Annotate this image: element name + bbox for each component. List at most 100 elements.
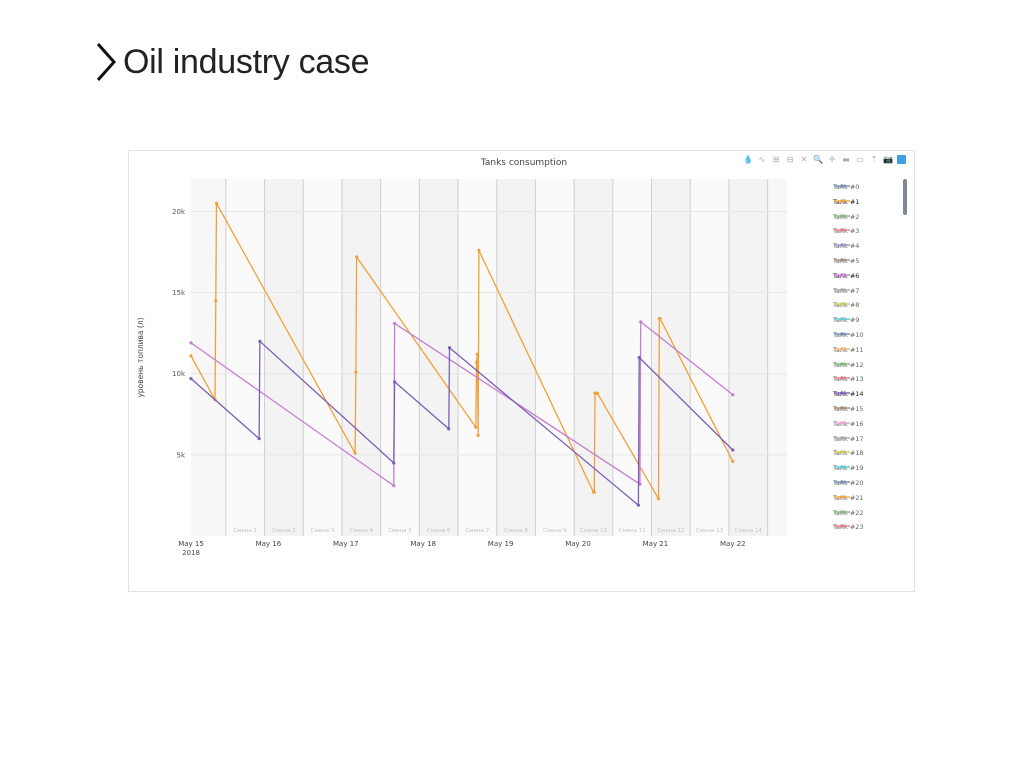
legend-item[interactable]: Tank #5 [833, 255, 859, 267]
data-point[interactable] [656, 497, 661, 501]
shift-band-label: Смена 10 [580, 528, 608, 534]
shift-band-label: Смена 6 [427, 528, 451, 534]
legend-swatch [834, 272, 850, 277]
legend-item[interactable]: Tank #10 [833, 329, 864, 341]
hover-compare-icon[interactable]: ⇡ [870, 155, 878, 164]
data-point[interactable] [447, 427, 451, 431]
shift-band-label: Смена 1 [233, 528, 257, 534]
legend-item[interactable]: Tank #12 [833, 359, 864, 371]
data-point[interactable] [447, 346, 452, 350]
droplet-icon[interactable]: 💧 [743, 155, 753, 164]
legend-item[interactable]: Tank #13 [833, 373, 864, 385]
data-point[interactable] [474, 425, 478, 429]
spike-lines-icon[interactable]: ▬ [842, 155, 850, 164]
legend-item[interactable]: Tank #1 [833, 196, 859, 208]
legend-item[interactable]: Tank #3 [833, 225, 859, 237]
data-point[interactable] [392, 321, 397, 326]
modebar: 💧 ∿ ⊞ ⊟ ✕ 🔍 ✛ ▬ ▭ ⇡ 📷 [743, 155, 906, 164]
legend-item[interactable]: Tank #22 [833, 507, 864, 519]
legend-item[interactable]: Tank #17 [833, 433, 864, 445]
data-point[interactable] [592, 490, 596, 494]
shift-band-label: Смена 14 [735, 528, 763, 534]
legend-item[interactable]: Tank #11 [833, 344, 864, 356]
data-point[interactable] [258, 339, 262, 343]
legend-label: Tank #12 [833, 360, 864, 369]
data-point[interactable] [392, 484, 396, 488]
x-tick-label: May 15 [178, 540, 204, 548]
x-tick-label: May 20 [565, 540, 591, 548]
legend-item[interactable]: Tank #7 [833, 285, 859, 297]
legend-swatch [834, 346, 850, 351]
data-point[interactable] [214, 299, 218, 303]
autoscale-icon[interactable]: ✕ [800, 155, 808, 164]
legend-label: Tank #5 [833, 257, 860, 265]
legend-swatch [834, 450, 850, 455]
legend-item[interactable]: Tank #0 [833, 181, 859, 193]
pan-icon[interactable]: ✛ [828, 155, 836, 164]
shift-band-label: Смена 8 [504, 528, 528, 534]
data-point[interactable] [189, 341, 193, 345]
legend-label: Tank #16 [833, 419, 864, 428]
legend-item[interactable]: Tank #4 [833, 240, 859, 252]
plotly-logo-icon[interactable] [897, 155, 906, 164]
data-point[interactable] [658, 316, 662, 321]
camera-icon[interactable]: 📷 [883, 155, 893, 164]
x-tick-label-year: 2018 [182, 549, 200, 557]
zoom-in-icon[interactable]: ⊞ [772, 155, 780, 164]
legend-label: Tank #22 [833, 508, 864, 517]
legend-item[interactable]: Tank #8 [833, 299, 859, 311]
data-point[interactable] [355, 255, 359, 259]
zoom-out-icon[interactable]: ⊟ [786, 155, 794, 164]
legend-swatch [834, 376, 850, 381]
shift-band [728, 179, 768, 536]
data-point[interactable] [639, 320, 643, 324]
legend-item[interactable]: Tank #15 [833, 403, 864, 415]
data-point[interactable] [353, 451, 357, 455]
data-point[interactable] [476, 433, 480, 437]
zoom-icon[interactable]: 🔍 [813, 155, 823, 164]
legend-item[interactable]: Tank #16 [833, 418, 864, 430]
data-point[interactable] [475, 360, 479, 364]
shift-band [574, 179, 613, 536]
legend-label: Tank #23 [833, 523, 864, 532]
legend-item[interactable]: Tank #18 [833, 447, 864, 459]
legend-label: Tank #7 [833, 286, 860, 295]
legend-swatch [834, 213, 850, 218]
data-point[interactable] [392, 461, 396, 465]
data-point[interactable] [731, 393, 735, 397]
data-point[interactable] [189, 354, 193, 358]
legend-item[interactable]: Tank #19 [833, 462, 864, 474]
legend-item[interactable]: Tank #9 [833, 314, 859, 326]
data-point[interactable] [475, 352, 479, 356]
legend-item[interactable]: Tank #21 [833, 492, 864, 504]
legend-item[interactable]: Tank #20 [833, 477, 864, 489]
x-tick-label: May 19 [488, 540, 514, 548]
data-point[interactable] [189, 376, 193, 381]
data-point[interactable] [636, 503, 640, 507]
chart-canvas[interactable]: Смена 1 Смена 2 Смена 3 Смена 4 Смена 5 Смена… [129, 151, 914, 591]
data-point[interactable] [731, 459, 735, 463]
legend-item[interactable]: Tank #14 [833, 388, 864, 400]
shift-band [303, 179, 342, 536]
legend-item[interactable]: Tank #23 [833, 521, 864, 533]
legend-label: Tank #11 [833, 345, 864, 354]
data-point[interactable] [257, 437, 261, 441]
data-point[interactable] [731, 448, 735, 452]
legend-scrollbar[interactable] [903, 179, 907, 215]
legend-item[interactable]: Tank #2 [833, 211, 859, 223]
lasso-icon[interactable]: ∿ [758, 155, 766, 164]
data-point[interactable] [595, 391, 599, 395]
data-point[interactable] [214, 201, 219, 205]
legend-swatch [834, 184, 850, 188]
legend-swatch [834, 332, 850, 336]
shift-band-label: Смена 4 [349, 528, 373, 534]
hover-closest-icon[interactable]: ▭ [856, 155, 864, 164]
data-point[interactable] [354, 370, 358, 374]
legend-item[interactable]: Tank #6 [833, 270, 859, 282]
data-point[interactable] [637, 355, 641, 360]
data-point[interactable] [392, 380, 397, 384]
legend-label: Tank #3 [833, 227, 860, 236]
y-tick-label: 20k [172, 208, 186, 216]
data-point[interactable] [477, 248, 481, 252]
legend-label: Tank #20 [833, 479, 864, 487]
